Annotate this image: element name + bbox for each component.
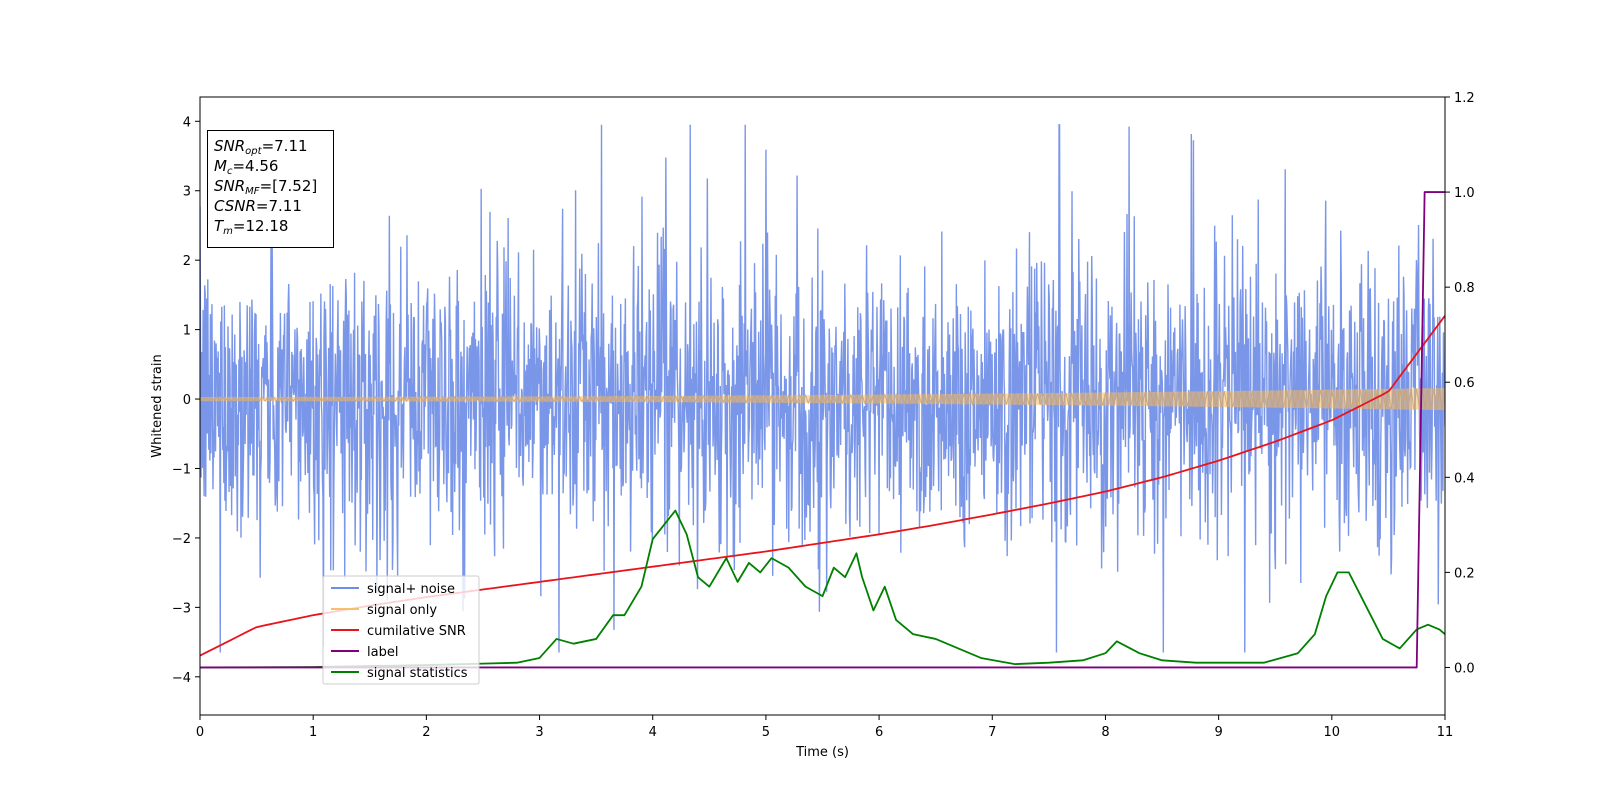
- x-tick-label: 6: [875, 725, 883, 740]
- y-left-tick-label: −3: [172, 601, 191, 616]
- annotation-value: =7.11: [255, 197, 302, 215]
- signal-only-line: [200, 387, 1445, 411]
- x-tick-label: 3: [535, 725, 543, 740]
- annotation-subscript: c: [226, 166, 233, 177]
- annotation-subscript: MF: [245, 186, 260, 197]
- annotation-subscript: m: [223, 226, 233, 237]
- x-tick-label: 2: [422, 725, 430, 740]
- annotation-symbol: CSNR: [214, 197, 256, 215]
- annotation-symbol: M: [214, 157, 227, 175]
- axes-frame: [199, 96, 1446, 716]
- y-right-tick-label: 0.6: [1454, 376, 1475, 391]
- legend-label: cumilative SNR: [367, 624, 466, 639]
- series-signal-statistics: [200, 509, 1445, 669]
- axes: 0 1 2 3 4 5 6 7 8 9 10 11 −4 −3 −2 −1 0 1 2 3 4 0.0 0.2 0.4 0.6 0…: [150, 91, 1475, 760]
- y-left-tick-label: −1: [172, 462, 191, 477]
- y-right-tick-label: 0.8: [1454, 281, 1475, 296]
- x-tick-label: 5: [762, 725, 770, 740]
- annotation-line-snr-opt: SNRopt=7.11: [214, 136, 327, 157]
- series-signal-only: [200, 387, 1445, 411]
- x-axis-label: Time (s): [795, 745, 849, 760]
- annotation-line-csnr: CSNR=7.11: [214, 196, 327, 216]
- annotation-line-snr-mf: SNRMF=[7.52]: [214, 176, 327, 197]
- annotation-value: =12.18: [232, 217, 289, 235]
- annotation-symbol: SNR: [214, 177, 246, 195]
- y-left-tick-label: 1: [183, 324, 191, 339]
- y-right-tick-label: 1.2: [1454, 91, 1475, 106]
- y-right-tick-label: 0.4: [1454, 471, 1475, 486]
- x-tick-label: 0: [196, 725, 204, 740]
- legend-label: signal only: [367, 603, 437, 618]
- y-right-tick-label: 0.0: [1454, 661, 1475, 676]
- legend-label: signal statistics: [367, 666, 468, 681]
- annotation-box: SNRopt=7.11 Mc=4.56 SNRMF=[7.52] CSNR=7.…: [207, 130, 334, 248]
- y-left-tick-label: −2: [172, 532, 191, 547]
- annotation-value: =[7.52]: [259, 177, 318, 195]
- y-left-tick-label: 0: [183, 393, 191, 408]
- y-axis-label: Whitened strain: [150, 354, 165, 457]
- x-tick-label: 4: [649, 725, 657, 740]
- y-right-tick-label: 0.2: [1454, 566, 1475, 581]
- y-right-tick-label: 1.0: [1454, 186, 1475, 201]
- x-tick-label: 11: [1437, 725, 1454, 740]
- legend: signal+ noise signal only cumilative SNR la…: [322, 575, 480, 685]
- annotation-symbol: T: [214, 217, 224, 235]
- annotation-value: =4.56: [232, 157, 279, 175]
- x-tick-label: 10: [1324, 725, 1341, 740]
- signal-statistics-line: [200, 509, 1445, 669]
- y-left-tick-label: 3: [183, 185, 191, 200]
- x-tick-label: 9: [1214, 725, 1222, 740]
- series-label: [200, 191, 1445, 669]
- annotation-line-mc: Mc=4.56: [214, 156, 327, 177]
- annotation-subscript: opt: [245, 146, 262, 157]
- legend-frame: [322, 575, 480, 685]
- x-tick-label: 7: [988, 725, 996, 740]
- annotation-symbol: SNR: [214, 137, 246, 155]
- annotation-line-tm: Tm=12.18: [214, 216, 327, 237]
- x-tick-label: 8: [1101, 725, 1109, 740]
- y-left-tick-label: −4: [172, 671, 191, 686]
- y-left-tick-label: 4: [183, 115, 191, 130]
- y-left-tick-label: 2: [183, 254, 191, 269]
- x-tick-label: 1: [309, 725, 317, 740]
- series-signal-noise: [200, 124, 1445, 653]
- annotation-value: =7.11: [261, 137, 308, 155]
- label-line: [200, 191, 1445, 669]
- legend-label: label: [367, 645, 398, 660]
- signal-noise-line: [200, 124, 1445, 653]
- legend-label: signal+ noise: [367, 582, 455, 597]
